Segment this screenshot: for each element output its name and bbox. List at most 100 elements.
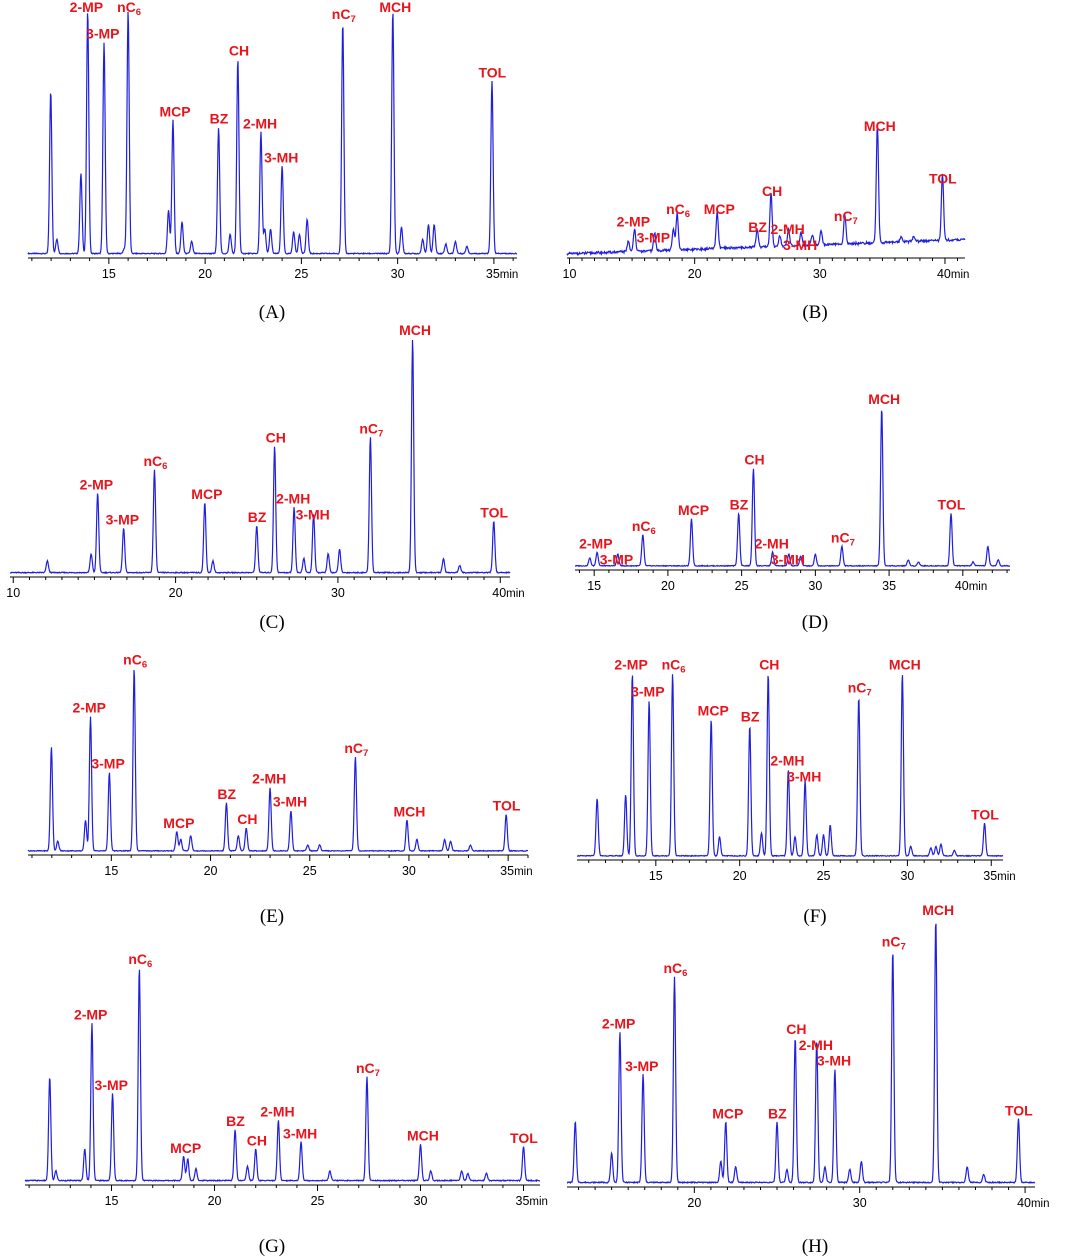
chromatogram-trace bbox=[566, 923, 1036, 1185]
peak-label-2-mh: 2-MH bbox=[799, 1037, 833, 1053]
peak-label-mcp: MCP bbox=[159, 103, 190, 119]
peak-label-3-mh: 3-MH bbox=[264, 150, 298, 166]
panel-caption: (B) bbox=[802, 302, 827, 323]
peak-label-nc6: nC6 bbox=[143, 453, 167, 472]
peak-label-3-mp: 3-MP bbox=[625, 1058, 658, 1074]
peak-label-bz: BZ bbox=[730, 496, 749, 512]
x-axis-tick-label: 30 bbox=[813, 267, 827, 281]
peak-label-nc7: nC7 bbox=[359, 420, 383, 439]
panel-caption: (F) bbox=[803, 906, 826, 927]
peak-label-mch: MCH bbox=[922, 902, 954, 918]
peak-label-nc6: nC6 bbox=[666, 201, 690, 220]
peak-label-mcp: MCP bbox=[170, 1140, 201, 1156]
x-axis-tick-label: 35min bbox=[983, 869, 1015, 883]
peak-label-mcp: MCP bbox=[712, 1105, 743, 1121]
peak-label-mch: MCH bbox=[889, 657, 921, 673]
peak-label-nc6: nC6 bbox=[632, 518, 656, 537]
x-axis-tick-label: 40min bbox=[937, 267, 969, 281]
peak-label-nc7: nC7 bbox=[332, 6, 356, 25]
peak-label-nc7: nC7 bbox=[834, 208, 858, 227]
peak-label-nc6: nC6 bbox=[663, 960, 687, 979]
peak-label-3-mp: 3-MP bbox=[86, 26, 119, 42]
x-axis-tick-label: 30 bbox=[808, 579, 822, 593]
peak-label-ch: CH bbox=[744, 452, 764, 468]
peak-label-tol: TOL bbox=[1005, 1103, 1033, 1119]
x-axis-tick-label: 15 bbox=[105, 1194, 119, 1208]
chromatogram-trace bbox=[566, 125, 966, 257]
peak-label-tol: TOL bbox=[478, 64, 506, 80]
x-axis-tick-label: 35 bbox=[882, 579, 896, 593]
peak-label-2-mp: 2-MP bbox=[614, 657, 647, 673]
peak-label-tol: TOL bbox=[971, 806, 999, 822]
peak-label-mcp: MCP bbox=[163, 815, 194, 831]
peak-label-bz: BZ bbox=[217, 786, 236, 802]
chromatogram-trace bbox=[24, 969, 541, 1183]
x-axis-tick-label: 20 bbox=[208, 1194, 222, 1208]
panel-caption: (E) bbox=[260, 906, 284, 927]
peak-label-mch: MCH bbox=[399, 322, 431, 338]
peak-label-ch: CH bbox=[786, 1021, 806, 1037]
x-axis-tick-label: 30 bbox=[391, 267, 405, 281]
x-axis-tick-label: 30 bbox=[414, 1194, 428, 1208]
peak-label-mcp: MCP bbox=[698, 703, 729, 719]
x-axis-tick-label: 30 bbox=[402, 864, 416, 878]
x-axis-tick-label: 25 bbox=[311, 1194, 325, 1208]
peak-label-ch: CH bbox=[762, 183, 782, 199]
x-axis-tick-label: 15 bbox=[587, 579, 601, 593]
peak-label-2-mp: 2-MP bbox=[74, 1007, 107, 1023]
peak-label-mcp: MCP bbox=[191, 486, 222, 502]
peak-label-mch: MCH bbox=[407, 1128, 439, 1144]
peak-label-bz: BZ bbox=[741, 708, 760, 724]
peak-label-mch: MCH bbox=[393, 803, 425, 819]
x-axis-tick-label: 20 bbox=[733, 869, 747, 883]
x-axis-tick-label: 35min bbox=[486, 267, 518, 281]
peak-label-3-mp: 3-MP bbox=[631, 683, 664, 699]
x-axis-tick-label: 20 bbox=[204, 864, 218, 878]
peak-label-tol: TOL bbox=[480, 505, 508, 521]
chromatogram-panel-f: 15 20 25 30 35min 2-MP 3-MP nC6 MCP BZ CH 2-MH3-MH n… bbox=[576, 657, 1016, 927]
peak-label-mch: MCH bbox=[864, 118, 896, 134]
x-axis-tick-label: 15 bbox=[104, 864, 118, 878]
chromatogram-trace bbox=[574, 410, 1011, 568]
x-axis-tick-label: 20 bbox=[687, 1196, 701, 1210]
chromatogram-trace bbox=[27, 669, 529, 853]
peak-label-3-mp: 3-MP bbox=[106, 512, 139, 528]
peak-label-bz: BZ bbox=[210, 111, 229, 127]
peak-label-ch: CH bbox=[229, 43, 249, 59]
x-axis-tick-label: 20 bbox=[169, 586, 183, 600]
x-axis-tick-label: 40min bbox=[492, 586, 524, 600]
peak-label-3-mp: 3-MP bbox=[95, 1077, 128, 1093]
x-axis-tick-label: 30 bbox=[900, 869, 914, 883]
peak-label-2-mp: 2-MP bbox=[70, 0, 103, 15]
x-axis-tick-label: 35min bbox=[516, 1194, 548, 1208]
peak-label-3-mp: 3-MP bbox=[91, 755, 124, 771]
x-axis-tick-label: 20 bbox=[661, 579, 675, 593]
peak-label-nc6: nC6 bbox=[662, 657, 686, 676]
x-axis-tick-label: 10 bbox=[563, 267, 577, 281]
peak-label-2-mp: 2-MP bbox=[579, 535, 612, 551]
peak-label-nc7: nC7 bbox=[344, 740, 368, 759]
x-axis-tick-label: 25 bbox=[735, 579, 749, 593]
peak-label-nc6: nC6 bbox=[117, 0, 141, 18]
peak-label-mch: MCH bbox=[868, 391, 900, 407]
peak-label-tol: TOL bbox=[929, 170, 957, 186]
x-axis-tick-label: 25 bbox=[294, 267, 308, 281]
chromatogram-trace bbox=[27, 11, 518, 256]
chromatogram-panel-a: 15 20 25 30 35min 2-MP 3-MP nC6 MCP BZ CH 2-MH 3-MH n… bbox=[27, 0, 518, 323]
peak-label-3-mh: 3-MH bbox=[283, 1125, 317, 1141]
peak-label-mcp: MCP bbox=[704, 201, 735, 217]
panel-caption: (G) bbox=[259, 1236, 285, 1257]
chromatogram-trace bbox=[9, 339, 511, 575]
chromatogram-trace bbox=[576, 674, 1004, 858]
chromatogram-panel-h: 20 30 40min 2-MP 3-MP nC6 MCP BZ CH2-MH3-MH nC7 MC… bbox=[566, 902, 1050, 1257]
x-axis-tick-label: 40min bbox=[1017, 1196, 1049, 1210]
peak-label-bz: BZ bbox=[248, 509, 267, 525]
peak-label-3-mh: 3-MH bbox=[296, 506, 330, 522]
peak-label-3-mp: 3-MP bbox=[600, 551, 633, 567]
peak-label-bz: BZ bbox=[226, 1113, 245, 1129]
peak-label-mch: MCH bbox=[379, 0, 411, 15]
x-axis-tick-label: 25 bbox=[303, 864, 317, 878]
x-axis-tick-label: 30 bbox=[331, 586, 345, 600]
